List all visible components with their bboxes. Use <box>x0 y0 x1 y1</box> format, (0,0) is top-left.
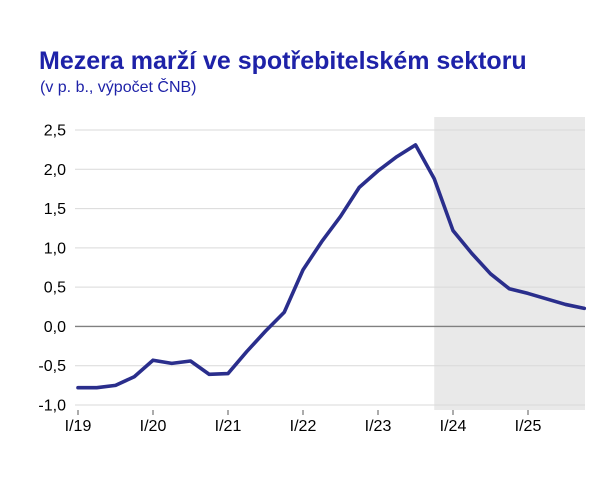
forecast-shaded-region <box>434 117 585 410</box>
y-axis-tick-label: 2,5 <box>44 123 66 140</box>
y-axis-tick-label: 0,0 <box>44 319 66 336</box>
x-axis-tick-label: I/23 <box>365 418 392 435</box>
y-axis-tick-label: -1,0 <box>38 397 66 414</box>
x-axis-tick-label: I/20 <box>140 418 167 435</box>
y-axis-tick-label: 0,5 <box>44 280 66 297</box>
x-axis-tick-label: I/24 <box>440 418 467 435</box>
y-axis-tick-label: 1,5 <box>44 201 66 218</box>
y-axis-tick-label: 2,0 <box>44 162 66 179</box>
x-axis-tick-label: I/22 <box>290 418 317 435</box>
x-axis-tick-label: I/19 <box>65 418 92 435</box>
margin-gap-line-series <box>76 143 587 390</box>
chart-title: Mezera marží ve spotřebitelském sektoru <box>39 47 527 75</box>
chart-subtitle: (v p. b., výpočet ČNB) <box>40 79 197 96</box>
x-axis-tick-label: I/25 <box>515 418 542 435</box>
y-axis-tick-label: -0,5 <box>38 358 66 375</box>
y-axis-tick-label: 1,0 <box>44 240 66 257</box>
x-axis-tick-label: I/21 <box>215 418 242 435</box>
